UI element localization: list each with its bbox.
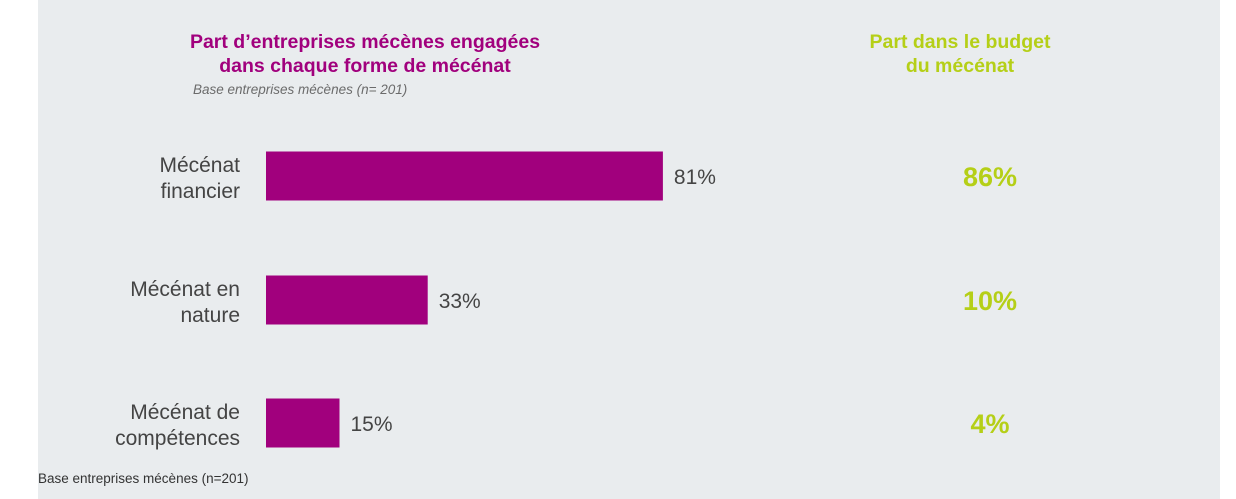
chart-title: Part d’entreprises mécènes engagées dans… xyxy=(130,30,600,78)
bar-2 xyxy=(266,398,340,448)
chart-subtitle: Base entreprises mécènes (n= 201) xyxy=(193,82,408,97)
budget-title-line-1: Part dans le budget xyxy=(869,31,1051,53)
category-label-2: Mécénat de compétences xyxy=(115,401,240,450)
footnote: Base entreprises mécènes (n=201) xyxy=(38,471,249,486)
value-label-1: 33% xyxy=(439,290,481,313)
chart-panel xyxy=(38,0,1220,499)
chart-title-line-1: Part d’entreprises mécènes engagées xyxy=(189,31,541,53)
chart-title-line-2: dans chaque forme de mécénat xyxy=(219,55,511,77)
budget-label-0: 86% xyxy=(963,162,1017,192)
budget-title: Part dans le budget du mécénat xyxy=(820,30,1100,78)
value-label-2: 15% xyxy=(351,413,393,436)
budget-label-2: 4% xyxy=(970,409,1009,439)
category-label-1: Mécénat en nature xyxy=(130,278,240,327)
budget-label-1: 10% xyxy=(963,286,1017,316)
bar-1 xyxy=(266,275,428,325)
bar-0 xyxy=(266,151,663,201)
budget-title-line-2: du mécénat xyxy=(905,55,1015,77)
value-label-0: 81% xyxy=(674,166,716,189)
category-label-0: Mécénat financier xyxy=(159,154,240,203)
